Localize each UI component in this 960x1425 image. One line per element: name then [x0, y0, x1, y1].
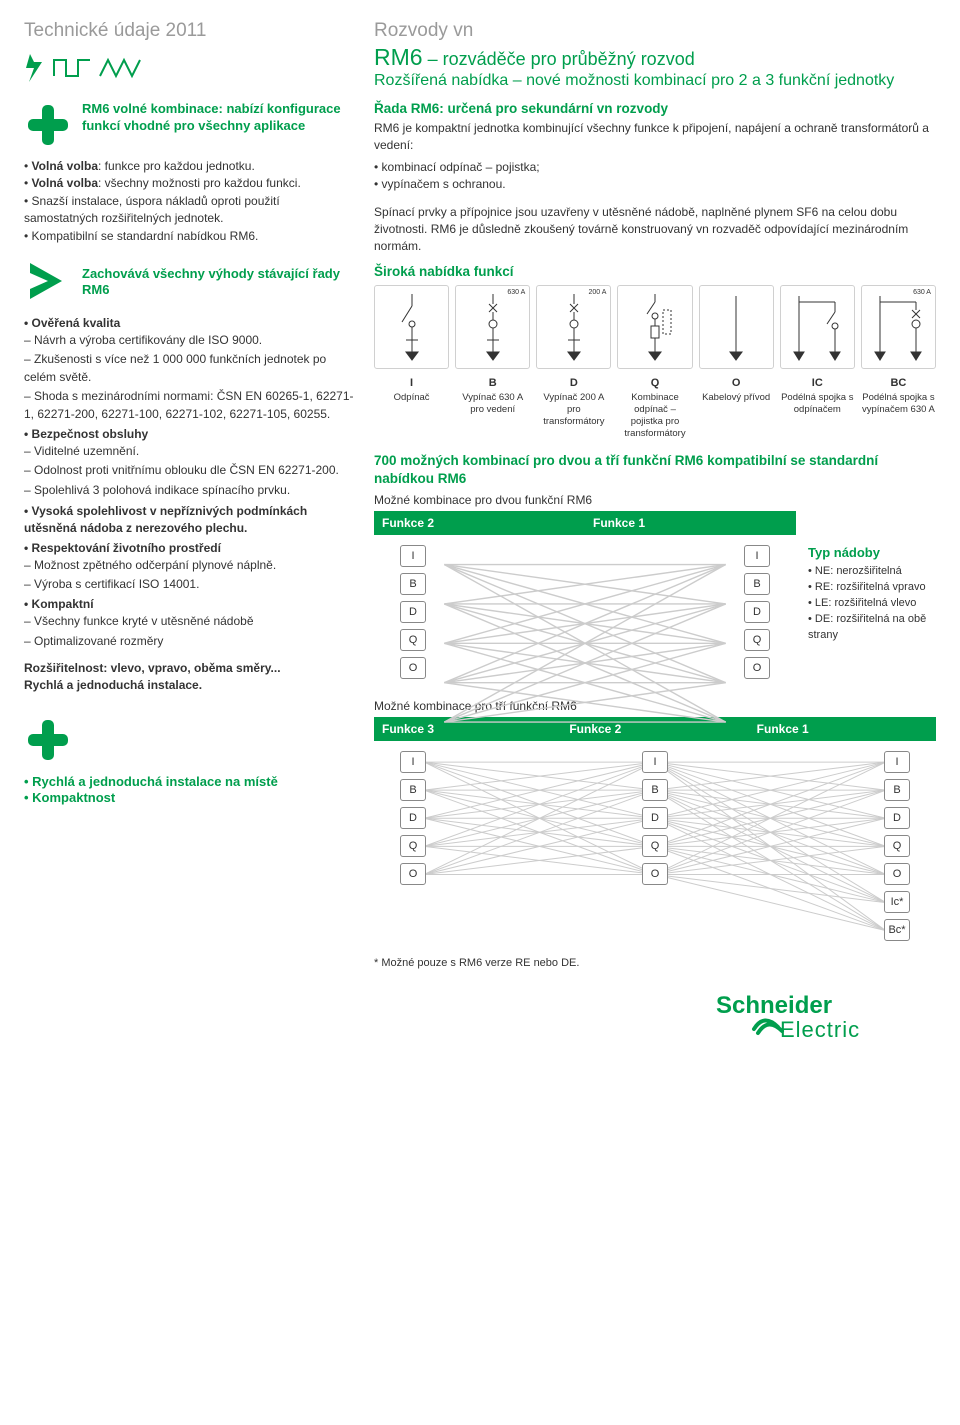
sec-komp-h: Kompaktní: [24, 597, 354, 611]
plus-icon: [24, 101, 72, 152]
header-rm6-line: RM6 – rozváděče pro průběžný rozvod: [374, 44, 936, 71]
gt-text: Zachovává všechny výhody stávající řady …: [82, 266, 354, 300]
footer-plus-1: • Rychlá a jednoduchá instalace na místě: [24, 773, 354, 791]
func-card-Q: [617, 285, 692, 369]
combo2-stack-right: I B D Q O: [744, 545, 770, 679]
combo-lines-2: [374, 535, 796, 760]
resp-list: Možnost zpětného odčerpání plynové nápln…: [24, 557, 354, 594]
schematic-icon: [716, 290, 756, 364]
svg-text:Schneider: Schneider: [716, 992, 832, 1019]
schematic-icon: [392, 290, 432, 364]
sec-spol: Vysoká spolehlivost v nepříznivých podmí…: [24, 503, 354, 537]
svg-text:Electric: Electric: [780, 1017, 860, 1042]
combo-table-3: Funkce 3 Funkce 2 Funkce 1 I B D Q O: [374, 717, 936, 951]
plus-block-1: RM6 volné kombinace: nabízí konfigurace …: [24, 101, 354, 152]
plus-icon-2: [24, 716, 72, 767]
combo3-stack-3: I B D Q O Ic* Bc*: [884, 751, 910, 941]
komp-list: Všechny funkce kryté v utěsněné nádobě O…: [24, 613, 354, 650]
schematic-icon: [870, 290, 926, 364]
rychla-line: Rychlá a jednoduchá instalace.: [24, 677, 354, 694]
typ-nadoby-block: Typ nádoby NE: nerozšiřitelná RE: rozšiř…: [796, 535, 936, 689]
gt-block: Zachovává všechny výhody stávající řady …: [24, 259, 354, 306]
combo-heading: 700 možných kombinací pro dvou a tří fun…: [374, 452, 936, 487]
bezp-list: Viditelné uzemnění. Odolnost proti vnitř…: [24, 443, 354, 499]
header-tech: Technické údaje 2011: [24, 20, 354, 42]
page-header: Technické údaje 2011 Rozvody vn RM6 – ro…: [24, 20, 936, 91]
schematic-icon: [554, 290, 594, 364]
func-card-B: 630 A: [455, 285, 530, 369]
func-card-I: [374, 285, 449, 369]
func-card-D: 200 A: [536, 285, 611, 369]
chevron-icon: [24, 259, 72, 306]
right-b1: kombinací odpínač – pojistka; vypínačem …: [374, 159, 936, 194]
rozs-line: Rozšiřitelnost: vlevo, vpravo, oběma smě…: [24, 660, 354, 677]
plus-block-2: [24, 716, 354, 767]
func-cards: 630 A 200 A 630 A: [374, 285, 936, 369]
schematic-icon: [473, 290, 513, 364]
header-icons: [24, 50, 354, 84]
combo3-stack-2: I B D Q O: [642, 751, 668, 941]
combo-h-f2: Funkce 2: [374, 511, 585, 535]
kvalita-list: Návrh a výroba certifikovány dle ISO 900…: [24, 332, 354, 423]
sec-resp-h: Respektování životního prostředí: [24, 541, 354, 555]
right-p2: Spínací prvky a přípojnice jsou uzavřeny…: [374, 204, 936, 256]
right-h2: Široká nabídka funkcí: [374, 264, 936, 279]
combo-h-f1: Funkce 1: [585, 511, 796, 535]
sec-bezp-h: Bezpečnost obsluhy: [24, 427, 354, 441]
combo2-stack-left: I B D Q O: [400, 545, 426, 679]
func-labels: IOdpínač BVypínač 630 A pro vedení DVypí…: [374, 377, 936, 440]
schneider-logo: Schneider Electric: [716, 989, 936, 1045]
left-bullets-1: Volná volba: funkce pro každou jednotku.…: [24, 158, 354, 245]
footer-plus-2: • Kompaktnost: [24, 790, 354, 805]
header-rozvody: Rozvody vn: [374, 20, 936, 42]
schematic-icon: [789, 290, 845, 364]
right-h1: Řada RM6: určená pro sekundární vn rozvo…: [374, 101, 936, 116]
func-card-BC: 630 A: [861, 285, 936, 369]
rm6-subtitle: – rozváděče pro průběžný rozvod: [423, 49, 695, 69]
sec-kvalita-h: Ověřená kvalita: [24, 316, 354, 330]
left-column: RM6 volné kombinace: nabízí konfigurace …: [24, 101, 354, 969]
combo-table-2: Funkce 2 Funkce 1: [374, 511, 936, 689]
page-footer: Schneider Electric: [24, 989, 936, 1045]
rm6-title: RM6: [374, 44, 423, 70]
right-p1: RM6 je kompaktní jednotka kombinující vš…: [374, 120, 936, 155]
header-sub2: Rozšířená nabídka – nové možnosti kombin…: [374, 71, 936, 91]
combo-sub-2: Možné kombinace pro dvou funkční RM6: [374, 493, 936, 507]
schematic-icon: [635, 290, 675, 364]
func-card-O: [699, 285, 774, 369]
plus-text-1: RM6 volné kombinace: nabízí konfigurace …: [82, 101, 354, 135]
combo3-stack-1: I B D Q O: [400, 751, 426, 941]
content: RM6 volné kombinace: nabízí konfigurace …: [24, 101, 936, 969]
func-card-IC: [780, 285, 855, 369]
waveform-icons: [24, 50, 144, 84]
right-column: Řada RM6: určená pro sekundární vn rozvo…: [374, 101, 936, 969]
